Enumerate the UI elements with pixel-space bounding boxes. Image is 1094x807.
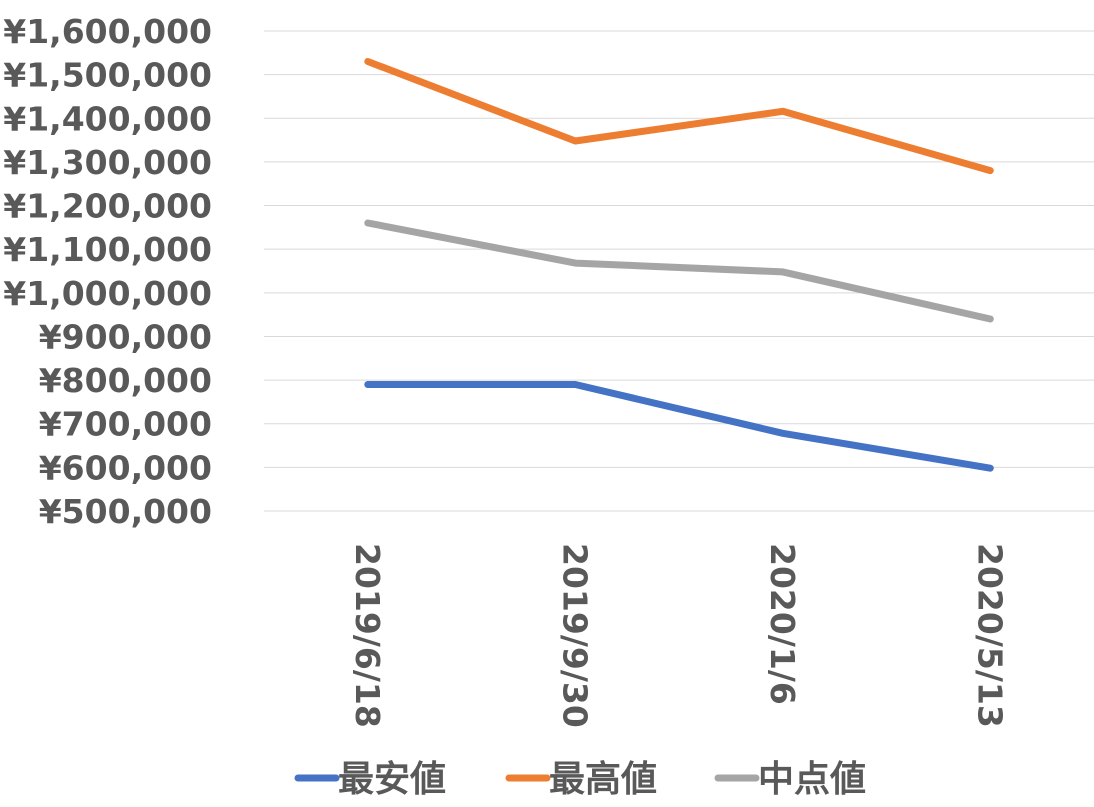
y-tick-label: ¥800,000	[39, 361, 212, 400]
x-axis-ticks: 2019/6/18 2019/9/30 2020/1/6 2020/5/13	[348, 543, 1010, 728]
y-tick-label: ¥1,100,000	[3, 230, 212, 269]
y-tick-label: ¥1,600,000	[3, 12, 212, 51]
x-tick-label: 2020/5/13	[970, 543, 1009, 728]
y-tick-label: ¥1,200,000	[3, 187, 212, 226]
y-tick-label: ¥1,500,000	[3, 56, 212, 95]
series-lines	[364, 58, 994, 472]
series-line-2	[364, 58, 994, 175]
y-tick-label: ¥700,000	[39, 405, 212, 444]
y-tick-label: ¥600,000	[39, 448, 212, 487]
series-line-3	[364, 219, 994, 323]
legend-label: 最高値	[549, 759, 657, 800]
x-tick-label: 2019/6/18	[348, 543, 387, 728]
legend: 最安値 最高値 中点値	[294, 759, 866, 800]
legend-label: 最安値	[338, 759, 446, 800]
series-line-1	[364, 381, 994, 472]
y-tick-label: ¥500,000	[39, 492, 212, 531]
y-tick-label: ¥900,000	[39, 317, 212, 356]
y-tick-label: ¥1,400,000	[3, 99, 212, 138]
y-tick-label: ¥1,300,000	[3, 143, 212, 182]
y-tick-label: ¥1,000,000	[3, 274, 212, 313]
x-tick-label: 2019/9/30	[555, 543, 594, 728]
legend-label: 中点値	[758, 759, 866, 800]
x-tick-label: 2020/1/6	[763, 543, 802, 705]
y-axis-ticks: ¥500,000 ¥600,000 ¥700,000 ¥800,000 ¥900,000…	[3, 12, 212, 531]
